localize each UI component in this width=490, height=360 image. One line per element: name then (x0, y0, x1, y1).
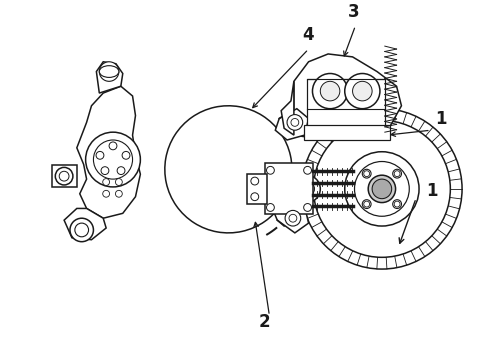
Bar (52, 165, 77, 187)
Circle shape (70, 218, 94, 242)
Circle shape (293, 175, 320, 203)
Circle shape (96, 152, 104, 159)
Circle shape (362, 200, 371, 208)
Circle shape (304, 166, 312, 174)
Circle shape (109, 142, 117, 150)
Circle shape (104, 67, 114, 76)
Circle shape (251, 193, 259, 201)
Circle shape (99, 62, 119, 81)
Circle shape (320, 81, 340, 101)
Circle shape (345, 152, 419, 226)
Polygon shape (275, 109, 309, 140)
Circle shape (364, 201, 369, 207)
Polygon shape (294, 54, 401, 140)
Circle shape (368, 175, 395, 203)
Circle shape (394, 171, 400, 177)
Circle shape (353, 81, 372, 101)
Circle shape (362, 169, 371, 178)
Circle shape (314, 121, 450, 257)
Circle shape (55, 167, 73, 185)
Circle shape (345, 73, 380, 109)
Circle shape (116, 179, 122, 185)
Circle shape (94, 140, 133, 179)
Circle shape (285, 210, 301, 226)
Circle shape (354, 162, 409, 216)
Bar (247, 174, 267, 203)
Text: 3: 3 (348, 3, 359, 21)
Polygon shape (97, 62, 123, 93)
Circle shape (116, 190, 122, 197)
Circle shape (122, 152, 130, 159)
Circle shape (364, 171, 369, 177)
Text: 1: 1 (436, 110, 447, 128)
Polygon shape (281, 81, 294, 135)
Circle shape (287, 114, 303, 130)
Circle shape (313, 73, 348, 109)
Circle shape (304, 203, 312, 211)
Text: 2: 2 (259, 313, 270, 331)
Text: 1: 1 (426, 182, 438, 200)
Circle shape (267, 166, 274, 174)
Circle shape (372, 179, 392, 199)
Circle shape (302, 109, 462, 269)
Circle shape (103, 190, 110, 197)
Circle shape (394, 201, 400, 207)
Polygon shape (64, 208, 106, 240)
Circle shape (75, 223, 89, 237)
Circle shape (392, 200, 401, 208)
Circle shape (291, 118, 299, 126)
Ellipse shape (99, 66, 119, 77)
Circle shape (101, 167, 109, 175)
Polygon shape (77, 86, 140, 218)
Bar (307, 79, 385, 128)
Circle shape (251, 177, 259, 185)
Text: 4: 4 (303, 26, 315, 44)
Circle shape (289, 214, 297, 222)
Circle shape (392, 169, 401, 178)
Bar (265, 163, 314, 214)
Circle shape (86, 132, 140, 187)
Circle shape (103, 179, 110, 185)
Circle shape (117, 167, 125, 175)
Circle shape (299, 181, 315, 197)
Circle shape (59, 171, 69, 181)
Circle shape (267, 203, 274, 211)
Bar (304, 125, 390, 140)
Polygon shape (272, 199, 309, 233)
